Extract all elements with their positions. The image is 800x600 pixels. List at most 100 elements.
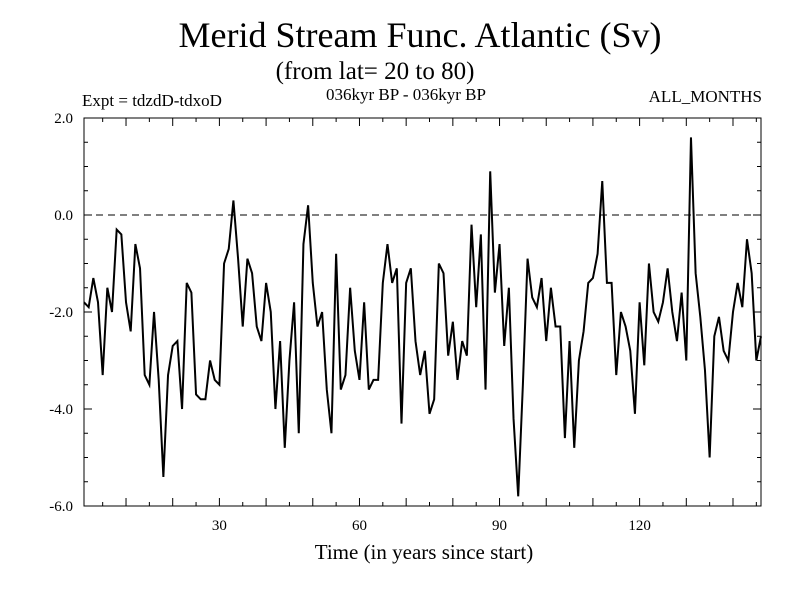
data-point — [630, 350, 631, 351]
data-point — [704, 370, 705, 371]
data-point — [592, 278, 593, 279]
data-point — [242, 326, 243, 327]
data-point — [429, 413, 430, 414]
data-point — [676, 341, 677, 342]
data-point — [588, 282, 589, 283]
data-point — [88, 307, 89, 308]
data-point — [121, 234, 122, 235]
data-point — [667, 268, 668, 269]
data-point — [261, 341, 262, 342]
data-point — [686, 360, 687, 361]
data-point — [266, 282, 267, 283]
data-point — [443, 273, 444, 274]
data-point — [494, 292, 495, 293]
data-point — [541, 278, 542, 279]
data-point — [490, 171, 491, 172]
data-point — [149, 384, 150, 385]
data-point — [154, 312, 155, 313]
data-point — [672, 312, 673, 313]
data-point — [93, 278, 94, 279]
data-point — [532, 297, 533, 298]
data-point — [130, 331, 131, 332]
data-point — [466, 355, 467, 356]
data-point — [718, 316, 719, 317]
data-point — [714, 336, 715, 337]
data-point — [163, 476, 164, 477]
data-point — [373, 379, 374, 380]
data-point — [331, 433, 332, 434]
data-point — [518, 496, 519, 497]
data-point — [728, 360, 729, 361]
data-point — [644, 365, 645, 366]
data-point — [228, 248, 229, 249]
data-point — [480, 234, 481, 235]
data-point — [709, 457, 710, 458]
data-point — [499, 244, 500, 245]
data-point — [681, 292, 682, 293]
data-point — [611, 282, 612, 283]
data-point — [396, 268, 397, 269]
data-point — [410, 268, 411, 269]
data-point — [294, 302, 295, 303]
data-point — [196, 394, 197, 395]
data-point — [252, 273, 253, 274]
data-point — [401, 423, 402, 424]
y-tick-label: -4.0 — [49, 402, 73, 418]
data-point — [177, 341, 178, 342]
x-tick-label: 60 — [352, 518, 367, 534]
data-point — [634, 413, 635, 414]
data-point — [144, 375, 145, 376]
data-point — [322, 312, 323, 313]
data-point — [406, 282, 407, 283]
y-tick-label: -2.0 — [49, 305, 73, 321]
data-point — [387, 244, 388, 245]
data-point — [424, 350, 425, 351]
data-point — [658, 321, 659, 322]
data-point — [186, 282, 187, 283]
data-point — [359, 379, 360, 380]
data-point — [354, 350, 355, 351]
data-point — [616, 375, 617, 376]
x-axis-label: Time (in years since start) — [314, 540, 534, 564]
data-point — [476, 307, 477, 308]
data-point — [457, 379, 458, 380]
data-point — [438, 263, 439, 264]
chart-subtitle: (from lat= 20 to 80) — [275, 58, 475, 85]
data-point — [751, 273, 752, 274]
data-point — [107, 287, 108, 288]
data-point — [695, 273, 696, 274]
data-point — [345, 375, 346, 376]
axes-layer: -6.0 -4.0 -2.0 0.0 2.0 30 60 90 120 — [49, 111, 762, 534]
data-point — [578, 360, 579, 361]
data-point — [723, 350, 724, 351]
data-point — [238, 258, 239, 259]
data-point — [182, 409, 183, 410]
data-point — [742, 307, 743, 308]
data-point — [312, 282, 313, 283]
data-point — [574, 447, 575, 448]
data-point — [382, 282, 383, 283]
data-point — [224, 263, 225, 264]
data-point — [275, 409, 276, 410]
data-point — [98, 302, 99, 303]
data-point — [336, 253, 337, 254]
x-tick-label: 90 — [492, 518, 507, 534]
data-point — [756, 360, 757, 361]
data-point — [504, 345, 505, 346]
data-point — [602, 181, 603, 182]
data-point — [569, 341, 570, 342]
data-point — [135, 244, 136, 245]
period-annotation: 036kyr BP - 036kyr BP — [326, 85, 486, 104]
data-point — [462, 341, 463, 342]
data-point — [448, 355, 449, 356]
data-point — [625, 326, 626, 327]
experiment-annotation: Expt = tdzdD-tdxoD — [82, 91, 222, 110]
data-point — [434, 399, 435, 400]
data-point — [761, 336, 762, 337]
data-point — [662, 302, 663, 303]
data-point — [191, 292, 192, 293]
data-point — [536, 307, 537, 308]
data-point — [233, 200, 234, 201]
months-annotation: ALL_MONTHS — [648, 87, 762, 106]
